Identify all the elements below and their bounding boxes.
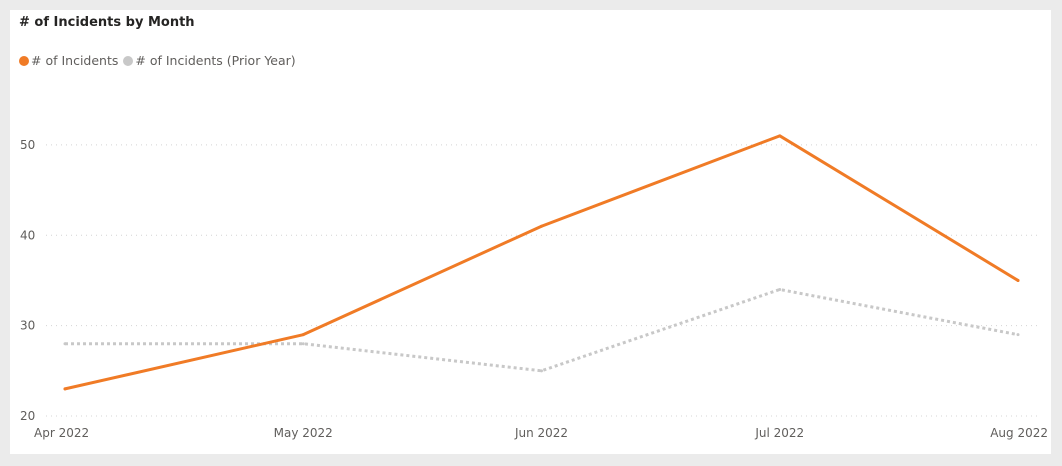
legend-label-prior-year: # of Incidents (Prior Year) bbox=[135, 53, 296, 68]
chart-title: # of Incidents by Month bbox=[19, 15, 195, 30]
x-tick-label: Aug 2022 bbox=[990, 426, 1048, 440]
series-line-incidents bbox=[63, 134, 1020, 391]
x-tick-label: May 2022 bbox=[274, 426, 333, 440]
data-point-prior-year bbox=[301, 342, 305, 346]
legend-marker-prior-year bbox=[123, 55, 134, 66]
data-point-prior-year bbox=[63, 342, 67, 346]
series-line-prior-year bbox=[65, 287, 1019, 373]
data-point-incidents bbox=[63, 387, 67, 391]
y-tick-label: 30 bbox=[20, 319, 35, 333]
legend-label-incidents: # of Incidents bbox=[31, 53, 119, 68]
legend-item-prior-year[interactable]: # of Incidents (Prior Year) bbox=[123, 53, 296, 68]
chart-legend: # of Incidents # of Incidents (Prior Yea… bbox=[19, 53, 301, 68]
data-point-prior-year bbox=[540, 369, 543, 373]
data-point-prior-year bbox=[778, 287, 782, 291]
y-tick-label: 20 bbox=[20, 409, 35, 423]
x-tick-label: Jun 2022 bbox=[514, 426, 568, 440]
data-point-prior-year bbox=[1016, 333, 1020, 337]
legend-marker-incidents bbox=[19, 55, 29, 66]
legend-item-incidents[interactable]: # of Incidents bbox=[19, 53, 118, 68]
line-chart-plot: 20 30 40 50 Apr 2022 May 2022 Jun 2022 Jul 2022… bbox=[20, 134, 1048, 440]
data-point-incidents bbox=[540, 224, 543, 228]
data-point-incidents bbox=[778, 134, 782, 138]
data-point-incidents bbox=[301, 333, 305, 337]
chart-card: # of Incidents by Month # of Incidents #… bbox=[10, 10, 1051, 454]
y-tick-label: 50 bbox=[20, 138, 35, 152]
y-tick-label: 40 bbox=[20, 228, 35, 242]
x-tick-label: Apr 2022 bbox=[34, 426, 89, 440]
x-tick-label: Jul 2022 bbox=[754, 426, 804, 440]
data-point-incidents bbox=[1016, 278, 1020, 282]
